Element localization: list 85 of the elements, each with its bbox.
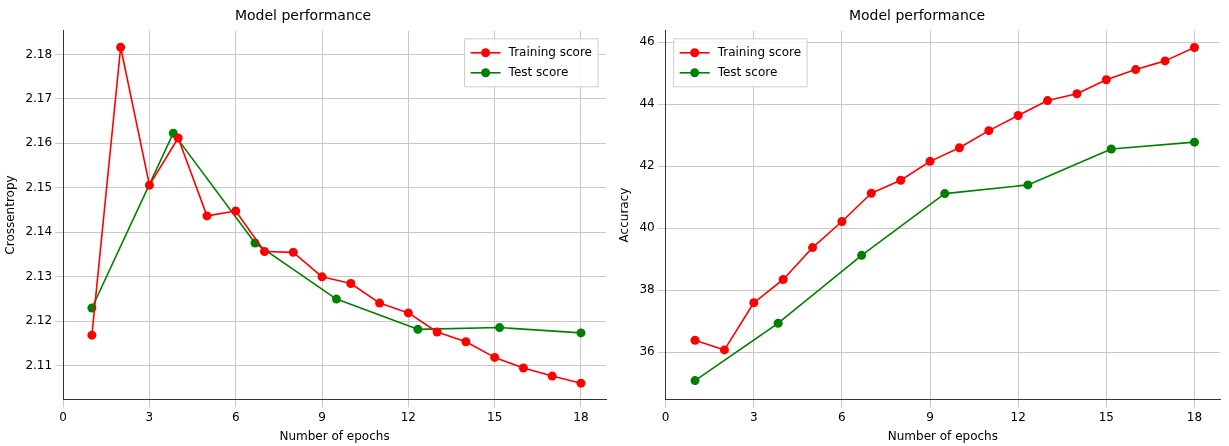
y-tick-label: 2.11 (25, 357, 53, 372)
x-tick-label: 9 (926, 409, 934, 424)
x-tick-label: 0 (661, 409, 670, 424)
point (202, 211, 212, 221)
point (346, 279, 356, 289)
point (490, 352, 500, 362)
point (461, 337, 471, 347)
point (749, 298, 759, 308)
point (288, 247, 298, 257)
x-tick-label: 3 (145, 409, 154, 424)
y-tick-label: 2.16 (25, 135, 53, 150)
point (984, 126, 994, 136)
point (403, 308, 413, 318)
x-tick-label: 6 (838, 409, 846, 424)
point (87, 330, 97, 340)
y-tick-label: 36 (639, 344, 655, 359)
point (1013, 110, 1023, 120)
x-tick-label: 12 (400, 409, 416, 424)
y-tick-label: 2.12 (25, 313, 53, 328)
point (331, 294, 341, 304)
point (116, 42, 126, 52)
point (495, 323, 505, 333)
point (1160, 56, 1170, 66)
point (231, 206, 241, 216)
point (1101, 75, 1111, 85)
y-axis-title: Crossentropy (3, 175, 18, 255)
point (1189, 43, 1199, 53)
x-axis-title: Number of epochs (887, 428, 998, 443)
x-tick-label: 15 (487, 409, 503, 424)
point (1131, 65, 1141, 75)
point (260, 246, 270, 256)
point (857, 250, 867, 260)
legend-label: Test score (507, 64, 569, 79)
point (837, 217, 847, 227)
x-tick-label: 9 (318, 409, 326, 424)
x-tick-label: 12 (1010, 409, 1026, 424)
point (576, 378, 586, 388)
y-tick-label: 46 (639, 34, 655, 49)
y-tick-label: 44 (639, 96, 655, 111)
point (317, 272, 327, 282)
point (547, 371, 557, 381)
point (719, 345, 729, 355)
y-tick-label: 38 (639, 282, 655, 297)
point (773, 318, 783, 328)
point (1106, 144, 1116, 154)
point (1043, 96, 1053, 106)
x-tick-label: 3 (749, 409, 758, 424)
x-tick-label: 15 (1098, 409, 1114, 424)
point (576, 328, 586, 338)
point (1023, 180, 1033, 190)
x-tick-label: 6 (231, 409, 240, 424)
point (690, 376, 700, 386)
legend-label: Training score (507, 44, 593, 59)
point (518, 363, 528, 373)
chart-title: Model performance (848, 7, 986, 24)
point (144, 180, 154, 190)
point (690, 335, 700, 345)
y-tick-label: 2.14 (25, 224, 53, 239)
y-tick-label: 2.17 (25, 91, 53, 105)
y-tick-label: 2.18 (25, 46, 53, 61)
legend-label: Test score (716, 64, 778, 79)
point (808, 243, 818, 253)
chart-title: Model performance (234, 7, 372, 24)
x-tick-label: 0 (59, 409, 67, 424)
point (432, 327, 442, 337)
y-tick-label: 42 (639, 158, 655, 173)
point (413, 324, 423, 334)
point (866, 188, 876, 198)
point (778, 275, 788, 284)
point (1189, 137, 1199, 147)
x-axis-title: Number of epochs (279, 428, 390, 443)
x-tick-label: 18 (1186, 409, 1203, 424)
legend-label: Training score (716, 44, 802, 59)
point (925, 156, 935, 166)
y-tick-label: 40 (639, 220, 655, 235)
point (954, 143, 964, 153)
y-tick-label: 2.13 (25, 268, 53, 283)
point (375, 298, 385, 308)
point (940, 189, 950, 199)
x-tick-label: 18 (573, 409, 589, 424)
point (1072, 89, 1082, 99)
point (896, 175, 906, 185)
y-tick-label: 2.15 (25, 179, 53, 194)
y-axis-title: Accuracy (617, 187, 632, 243)
point (173, 133, 183, 143)
